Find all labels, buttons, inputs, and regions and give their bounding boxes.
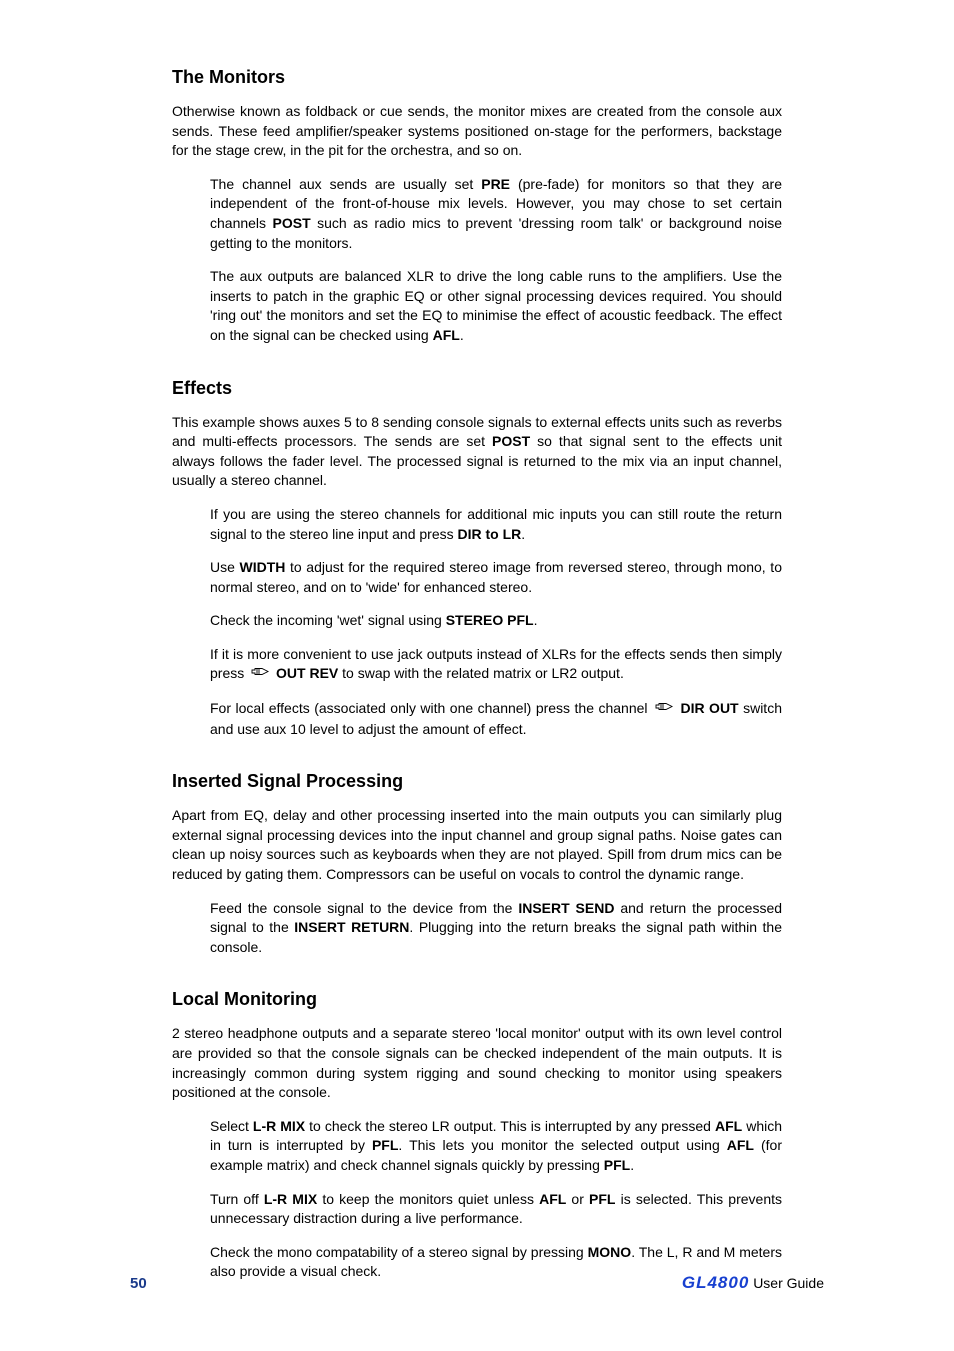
brand-label: GL4800	[682, 1273, 749, 1292]
bold-term: PFL	[372, 1137, 398, 1153]
page-number: 50	[130, 1275, 147, 1292]
bold-term: MONO	[588, 1244, 632, 1260]
indented-paragraph: The aux outputs are balanced XLR to driv…	[210, 267, 782, 345]
bold-term: PFL	[604, 1157, 630, 1173]
bold-term: INSERT RETURN	[294, 919, 409, 935]
indented-paragraph: Check the incoming 'wet' signal using ST…	[210, 611, 782, 631]
bold-term: POST	[273, 215, 311, 231]
section-heading: The Monitors	[172, 67, 782, 88]
indented-paragraph: Feed the console signal to the device fr…	[210, 899, 782, 958]
body-paragraph: Otherwise known as foldback or cue sends…	[172, 102, 782, 161]
footer-right: GL4800 User Guide	[682, 1273, 824, 1293]
bold-term: INSERT SEND	[518, 900, 614, 916]
bold-term: AFL	[715, 1118, 742, 1134]
bold-term: AFL	[539, 1191, 566, 1207]
indented-paragraph: Turn off L-R MIX to keep the monitors qu…	[210, 1190, 782, 1229]
bold-term: DIR OUT	[680, 700, 738, 716]
section-heading: Inserted Signal Processing	[172, 771, 782, 792]
body-paragraph: 2 stereo headphone outputs and a separat…	[172, 1024, 782, 1102]
bold-term: DIR to LR	[458, 526, 522, 542]
bold-term: L-R MIX	[264, 1191, 317, 1207]
bold-term: WIDTH	[240, 559, 286, 575]
body-paragraph: This example shows auxes 5 to 8 sending …	[172, 413, 782, 491]
section-heading: Local Monitoring	[172, 989, 782, 1010]
body-paragraph: Apart from EQ, delay and other processin…	[172, 806, 782, 884]
bold-term: POST	[492, 433, 530, 449]
bold-term: OUT REV	[276, 665, 338, 681]
bold-term: L-R MIX	[253, 1118, 305, 1134]
indented-paragraph: The channel aux sends are usually set PR…	[210, 175, 782, 253]
bold-term: STEREO PFL	[446, 612, 534, 628]
document-page: The Monitors Otherwise known as foldback …	[0, 0, 954, 1351]
guide-label-text: User Guide	[753, 1275, 824, 1291]
bold-term: AFL	[727, 1137, 754, 1153]
indented-paragraph: Use WIDTH to adjust for the required ste…	[210, 558, 782, 597]
page-content: The Monitors Otherwise known as foldback …	[172, 67, 782, 1282]
bold-term: PFL	[589, 1191, 615, 1207]
section-heading: Effects	[172, 378, 782, 399]
bold-term: PRE	[481, 176, 510, 192]
hand-pointing-icon	[250, 664, 270, 685]
bold-term: AFL	[433, 327, 460, 343]
indented-paragraph: For local effects (associated only with …	[210, 699, 782, 739]
hand-pointing-icon	[654, 699, 674, 720]
indented-paragraph: Select L-R MIX to check the stereo LR ou…	[210, 1117, 782, 1176]
page-footer: 50 GL4800 User Guide	[130, 1273, 824, 1293]
indented-paragraph: If it is more convenient to use jack out…	[210, 645, 782, 685]
indented-paragraph: If you are using the stereo channels for…	[210, 505, 782, 544]
